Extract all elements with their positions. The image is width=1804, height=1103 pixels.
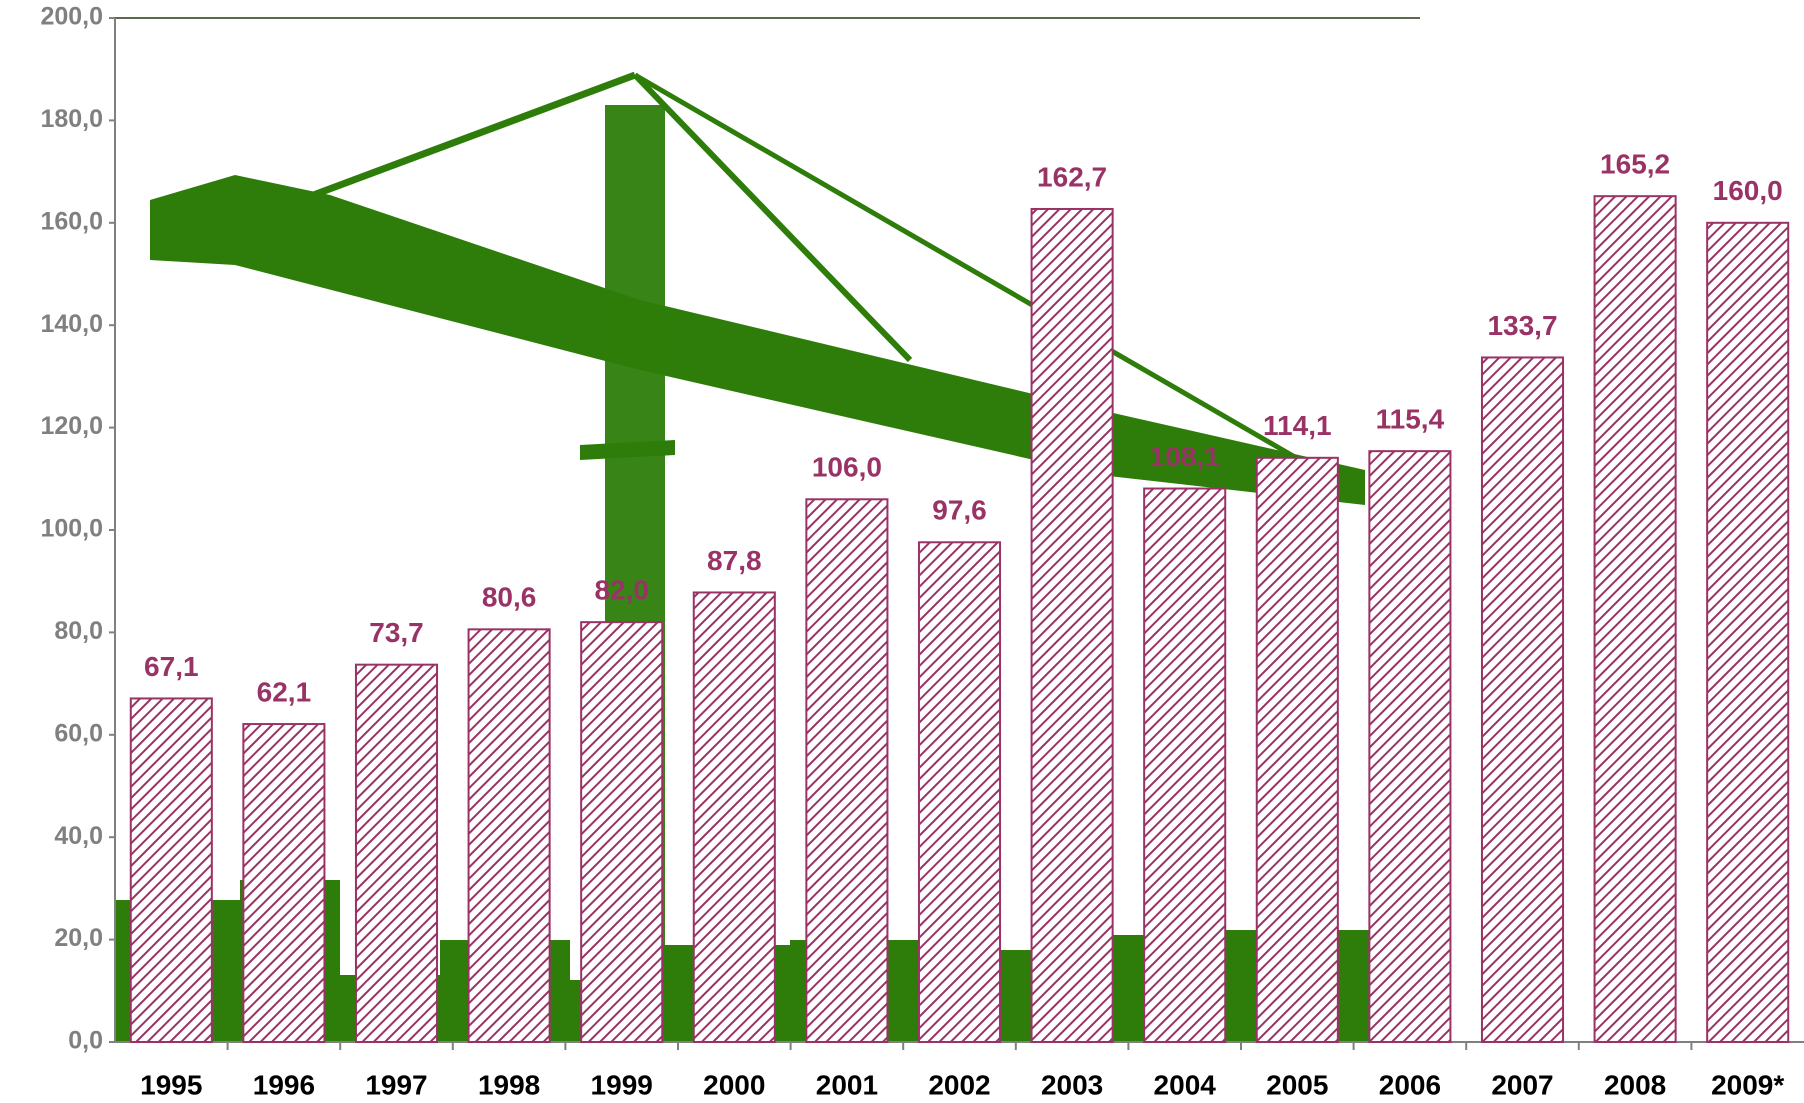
bar [1482, 357, 1563, 1042]
value-label: 115,4 [1376, 404, 1445, 435]
bar [243, 724, 324, 1042]
value-label: 62,1 [257, 676, 312, 707]
bar [1144, 489, 1225, 1042]
bar [1369, 451, 1450, 1042]
y-tick-label: 120,0 [40, 412, 103, 440]
y-tick-label: 80,0 [54, 617, 103, 645]
y-tick-label: 0,0 [68, 1027, 103, 1055]
x-tick-label: 1997 [365, 1069, 427, 1100]
value-label: 67,1 [144, 651, 199, 682]
bar [919, 542, 1000, 1042]
value-label: 73,7 [369, 617, 424, 648]
value-label: 108,1 [1150, 441, 1220, 472]
value-label: 165,2 [1600, 149, 1670, 180]
y-tick-label: 160,0 [40, 207, 103, 235]
y-tick-label: 20,0 [54, 924, 103, 952]
bar [1707, 223, 1788, 1042]
value-label: 114,1 [1263, 410, 1332, 441]
x-tick-label: 1999 [591, 1069, 653, 1100]
bar [1257, 458, 1338, 1042]
bar [469, 629, 550, 1042]
value-label: 133,7 [1487, 310, 1557, 341]
x-tick-label: 2005 [1266, 1069, 1328, 1100]
value-label: 160,0 [1713, 175, 1783, 206]
chart: 0,0 20,0 40,0 60,0 80,0 100,0 120,0 140,0 160,0 1… [0, 0, 1804, 1103]
y-tick-label: 180,0 [40, 105, 103, 133]
y-tick-label: 60,0 [54, 719, 103, 747]
y-tick-label: 40,0 [54, 822, 103, 850]
x-tick-label: 1996 [253, 1069, 315, 1100]
x-tick-label: 2004 [1154, 1069, 1217, 1100]
y-tick-label: 100,0 [40, 515, 103, 543]
x-tick-label: 2000 [703, 1069, 765, 1100]
bar [356, 665, 437, 1042]
x-tick-label: 2008 [1604, 1069, 1666, 1100]
value-label: 82,0 [594, 575, 649, 606]
y-tick-label: 200,0 [40, 3, 103, 31]
value-label: 162,7 [1037, 161, 1107, 192]
value-label: 106,0 [812, 452, 882, 483]
bar [581, 622, 662, 1042]
bar [1032, 209, 1113, 1042]
x-tick-label: 2006 [1379, 1069, 1441, 1100]
bar [694, 592, 775, 1042]
value-label: 87,8 [707, 545, 762, 576]
x-tick-label: 2001 [816, 1069, 878, 1100]
value-label: 80,6 [482, 582, 537, 613]
bar [131, 698, 212, 1042]
x-tick-label: 1995 [140, 1069, 202, 1100]
x-tick-label: 1998 [478, 1069, 540, 1100]
value-label: 97,6 [932, 495, 987, 526]
bar [1595, 196, 1676, 1042]
x-tick-label: 2007 [1491, 1069, 1553, 1100]
x-tick-label: 2003 [1041, 1069, 1103, 1100]
bar [806, 499, 887, 1042]
x-tick-label: 2002 [928, 1069, 990, 1100]
x-tick-label: 2009* [1711, 1069, 1784, 1100]
y-tick-label: 140,0 [40, 310, 103, 338]
